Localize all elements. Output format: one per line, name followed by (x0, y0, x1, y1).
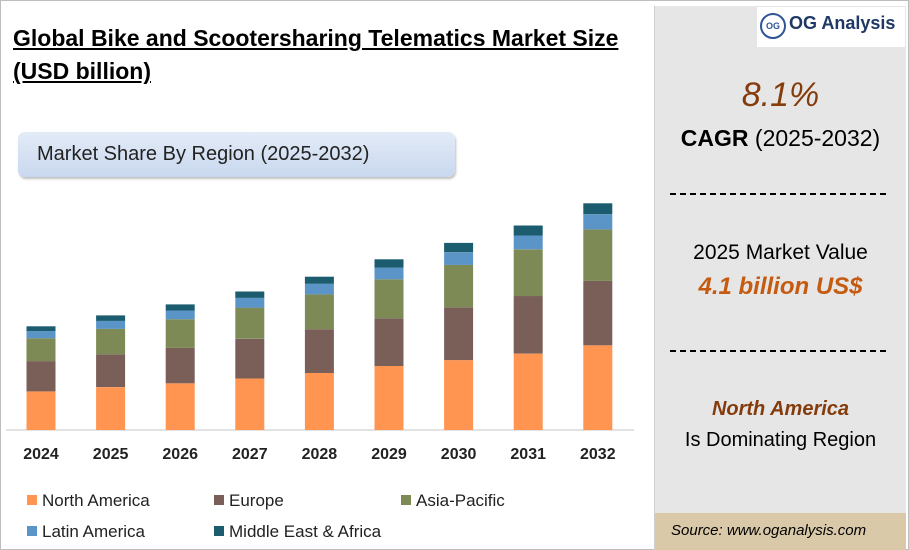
market-share-pill-label: Market Share By Region (2025-2032) (37, 143, 370, 165)
x-tick-label-2028: 2028 (302, 446, 338, 463)
bar-segment-europe-2032 (583, 280, 613, 346)
og-logo-icon: OG (760, 13, 786, 39)
legend-label: Europe (229, 491, 284, 510)
bar-segment-asia-pacific-2030 (444, 264, 474, 308)
x-tick-label-2029: 2029 (371, 446, 407, 463)
bar-segment-latin-america-2029 (374, 267, 404, 280)
x-tick-label-2032: 2032 (580, 446, 616, 463)
bar-segment-middle-east-africa-2031 (513, 225, 543, 236)
market-share-pill: Market Share By Region (2025-2032) (18, 132, 455, 177)
chart-title: Global Bike and Scootersharing Telematic… (13, 25, 619, 84)
bar-segment-europe-2031 (513, 296, 543, 354)
legend-item-asia-pacific: Asia-Pacific (401, 491, 505, 511)
bar-segment-north-america-2026 (165, 383, 195, 430)
bar-segment-north-america-2029 (374, 365, 404, 430)
bar-segment-middle-east-africa-2027 (235, 291, 265, 298)
bar-segment-asia-pacific-2031 (513, 249, 543, 297)
bar-segment-north-america-2027 (235, 378, 265, 430)
dominating-label: Is Dominating Region (684, 429, 877, 451)
bar-segment-latin-america-2031 (513, 235, 543, 250)
bar-segment-europe-2025 (96, 354, 126, 388)
legend-swatch (401, 495, 411, 505)
divider (670, 193, 886, 195)
bar-segment-middle-east-africa-2029 (374, 259, 404, 268)
x-tick-label-2025: 2025 (93, 446, 129, 463)
og-analysis-logo: OG OG Analysis (757, 7, 905, 47)
legend-swatch (214, 526, 224, 536)
bar-segment-europe-2024 (26, 361, 56, 392)
bar-segment-asia-pacific-2028 (304, 294, 334, 330)
cagr-value: 8.1% (741, 76, 820, 114)
legend-label: Latin America (42, 522, 145, 541)
bar-segment-latin-america-2027 (235, 298, 265, 308)
legend-swatch (214, 495, 224, 505)
x-tick-label-2030: 2030 (441, 446, 477, 463)
bar-segment-latin-america-2032 (583, 214, 613, 230)
x-tick-label-2031: 2031 (510, 446, 546, 463)
bar-segment-asia-pacific-2024 (26, 338, 56, 362)
bar-segment-latin-america-2024 (26, 331, 56, 339)
bar-segment-middle-east-africa-2026 (165, 304, 195, 311)
x-tick-label-2027: 2027 (232, 446, 268, 463)
bar-segment-europe-2026 (165, 347, 195, 384)
legend-label: Asia-Pacific (416, 491, 505, 510)
legend-label: Middle East & Africa (229, 522, 382, 541)
market-value-label: 2025 Market Value (693, 241, 868, 264)
bar-segment-north-america-2031 (513, 353, 543, 430)
legend-item-north-america: North America (27, 491, 150, 511)
dominating-region: North America (711, 398, 850, 420)
bar-segment-europe-2029 (374, 318, 404, 366)
market-value: 4.1 billion US$ (698, 273, 863, 300)
x-tick-label-2026: 2026 (162, 446, 198, 463)
bar-segment-asia-pacific-2026 (165, 319, 195, 348)
cagr-period: (2025-2032) (754, 125, 881, 151)
cagr-label-line: CAGR (2025-2032) (655, 125, 906, 152)
legend-item-latin-america: Latin America (27, 522, 145, 542)
source-text: Source: www.oganalysis.com (671, 522, 867, 539)
bar-segment-north-america-2032 (583, 345, 613, 430)
x-tick-label-2024: 2024 (23, 446, 59, 463)
bar-segment-north-america-2025 (96, 387, 126, 430)
bar-segment-latin-america-2025 (96, 320, 126, 329)
logo-text: OG Analysis (789, 13, 896, 33)
bar-segment-middle-east-africa-2028 (304, 276, 334, 284)
bar-segment-middle-east-africa-2032 (583, 203, 613, 215)
bar-segment-middle-east-africa-2025 (96, 315, 126, 321)
bar-segment-north-america-2024 (26, 391, 56, 430)
bar-segment-latin-america-2028 (304, 283, 334, 295)
bar-segment-asia-pacific-2025 (96, 328, 126, 355)
legend-item-middle-east-africa: Middle East & Africa (214, 522, 381, 542)
bar-segment-europe-2027 (235, 338, 265, 379)
bar-segment-asia-pacific-2032 (583, 229, 613, 281)
bar-segment-asia-pacific-2029 (374, 279, 404, 319)
bar-segment-north-america-2030 (444, 360, 474, 430)
cagr-label: CAGR (680, 125, 749, 151)
legend-item-europe: Europe (214, 491, 284, 511)
bar-segment-latin-america-2026 (165, 310, 195, 320)
bar-segment-middle-east-africa-2030 (444, 242, 474, 253)
legend-swatch (27, 495, 37, 505)
bar-segment-europe-2028 (304, 329, 334, 373)
divider (670, 350, 886, 352)
legend-swatch (27, 526, 37, 536)
bar-segment-asia-pacific-2027 (235, 307, 265, 339)
bar-segment-middle-east-africa-2024 (26, 326, 56, 332)
bar-segment-north-america-2028 (304, 373, 334, 430)
stacked-bar-chart: 2024 2025 2026 2027 2028 2029 2030 2031 2032 (6, 203, 634, 463)
legend-label: North America (42, 491, 150, 510)
source-box: Source: www.oganalysis.com (655, 513, 906, 550)
summary-panel: OG OG Analysis 8.1% CAGR (2025-2032) 202… (654, 6, 906, 550)
bar-segment-latin-america-2030 (444, 252, 474, 265)
bar-segment-europe-2030 (444, 307, 474, 361)
